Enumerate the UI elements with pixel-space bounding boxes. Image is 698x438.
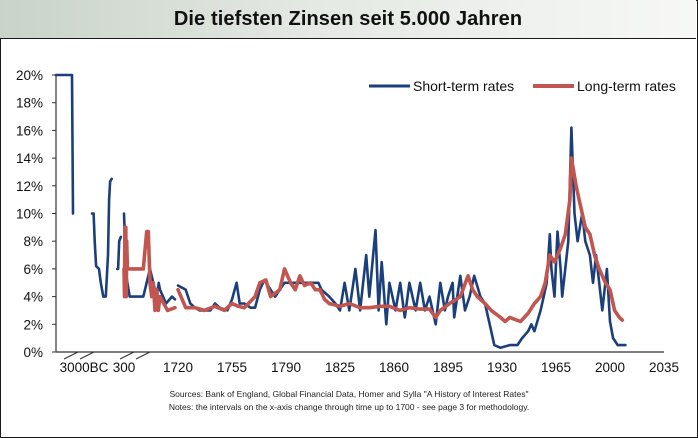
chart-title: Die tiefsten Zinsen seit 5.000 Jahren [173, 7, 523, 30]
x-tick-label: 1860 [379, 360, 409, 375]
y-tick-label: 2% [23, 317, 43, 332]
axis-break-mark [119, 351, 135, 360]
x-tick-label: 2035 [649, 360, 679, 375]
x-tick-label: 300 [113, 360, 136, 375]
y-tick-label: 8% [23, 234, 43, 249]
series-layer [54, 73, 627, 350]
series-long-term [122, 156, 625, 324]
x-tick-label: 1965 [541, 360, 571, 375]
y-tick-label: 16% [16, 123, 43, 138]
y-tick-label: 12% [16, 179, 43, 194]
axis-break-mark [63, 351, 79, 360]
series-line-segment [54, 73, 75, 215]
series-line-segment [122, 225, 177, 313]
series-line-segment [90, 177, 113, 298]
y-tick-label: 20% [16, 68, 43, 83]
axes: 0% 2% 4% 6% 8% 10% 12% 14% 16% 18% 20% 3000BC 300 172… [16, 68, 679, 375]
series-line-segment [176, 126, 627, 350]
series-line-segment [176, 156, 625, 324]
y-tick-label: 10% [16, 207, 43, 222]
sources-note: Sources: Bank of England, Global Financi… [169, 389, 529, 399]
x-tick-label: 1825 [325, 360, 355, 375]
x-tick-label: 1895 [433, 360, 463, 375]
title-bar: Die tiefsten Zinsen seit 5.000 Jahren [0, 0, 696, 39]
y-tick-label: 6% [23, 262, 43, 277]
y-tick-label: 18% [16, 96, 43, 111]
legend: Short-term rates Long-term rates [369, 78, 676, 94]
axis-break-mark [79, 351, 95, 360]
x-tick-label: 1755 [217, 360, 247, 375]
x-tick-label: 1790 [271, 360, 301, 375]
x-tick-label: 2000 [595, 360, 625, 375]
legend-label-short: Short-term rates [413, 78, 514, 94]
y-tick-label: 14% [16, 151, 43, 166]
x-tick-label: 3000BC [60, 360, 109, 375]
methodology-note: Notes: the intervals on the x-axis chang… [168, 402, 530, 412]
axis-break-mark [135, 351, 151, 360]
series-line-segment [116, 235, 123, 271]
y-tick-label: 0% [23, 345, 43, 360]
x-tick-label: 1720 [163, 360, 193, 375]
x-tick-label: 1930 [487, 360, 517, 375]
legend-label-long: Long-term rates [577, 78, 676, 94]
y-tick-label: 4% [23, 290, 43, 305]
